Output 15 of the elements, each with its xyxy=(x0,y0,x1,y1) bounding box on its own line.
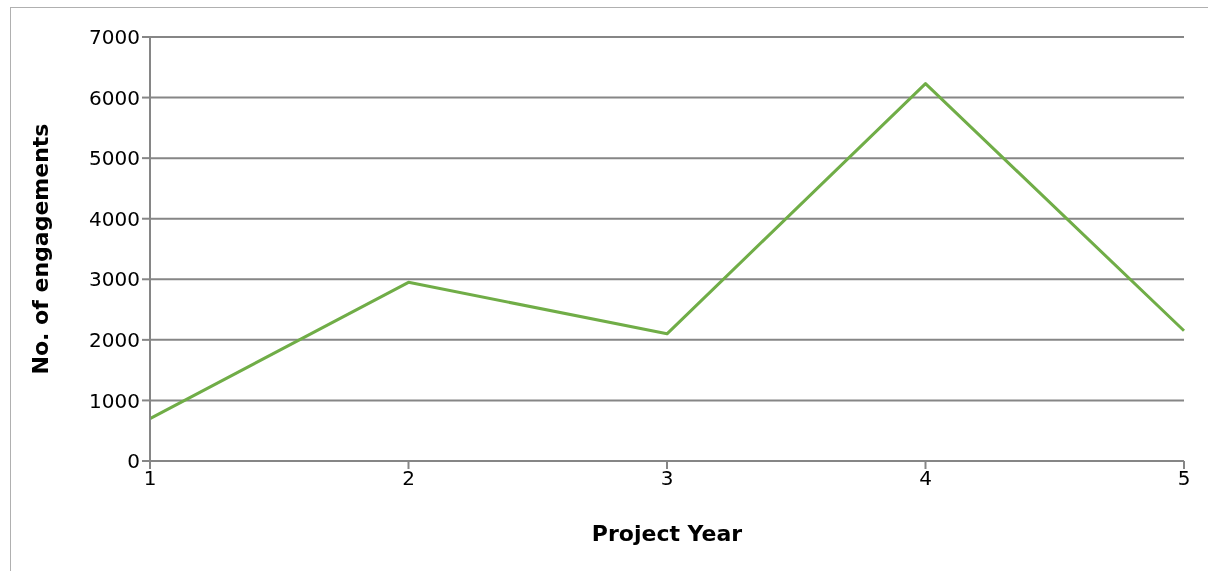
y-tick-label: 7000 xyxy=(89,25,140,50)
y-tick-label: 1000 xyxy=(89,388,140,413)
y-tick-label: 4000 xyxy=(89,206,140,231)
y-axis-title: No. of engagements xyxy=(27,123,53,375)
x-tick-label: 4 xyxy=(919,466,932,491)
x-tick-label: 1 xyxy=(143,466,157,491)
y-tick-label: 6000 xyxy=(89,85,140,110)
x-tick-label: 3 xyxy=(660,466,674,491)
y-tick-label: 0 xyxy=(127,449,140,474)
x-tick-label: 2 xyxy=(402,466,415,491)
y-tick-label: 2000 xyxy=(89,327,140,352)
y-tick-label: 5000 xyxy=(89,146,140,171)
x-axis-title: Project Year xyxy=(591,521,743,546)
x-tick-label: 5 xyxy=(1177,466,1191,491)
y-tick-label: 3000 xyxy=(89,267,140,292)
